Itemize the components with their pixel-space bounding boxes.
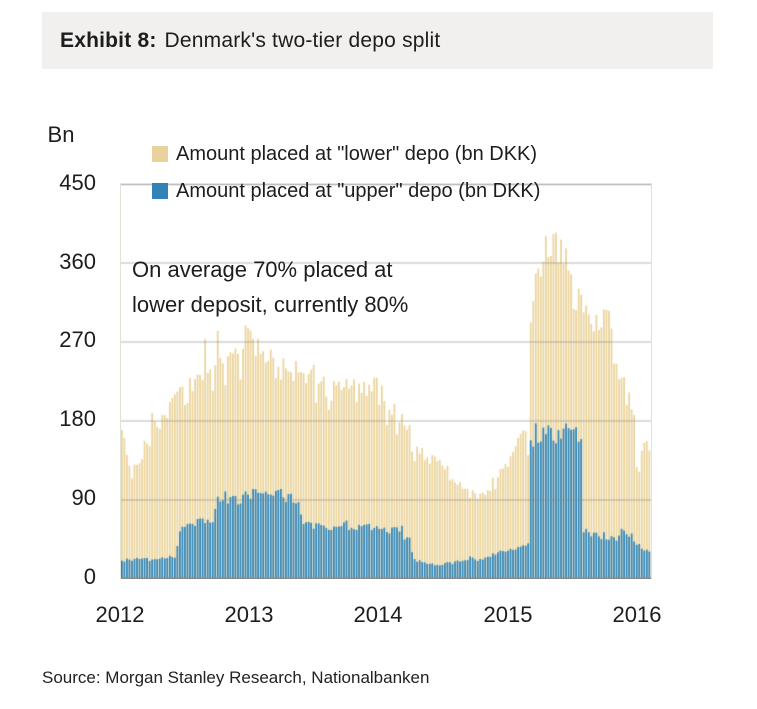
legend-item-lower: Amount placed at "lower" depo (bn DKK) (152, 143, 537, 165)
x-axis-tick: 2015 (483, 602, 533, 627)
x-axis-tick: 2016 (612, 602, 662, 627)
legend-label-lower: Amount placed at "lower" depo (bn DKK) (176, 142, 538, 165)
legend-swatch-lower-icon (152, 146, 168, 162)
y-axis-tick: 360 (59, 249, 96, 274)
y-axis-tick: 90 (71, 485, 96, 510)
legend-label-upper: Amount placed at "upper" depo (bn DKK) (176, 179, 541, 202)
page-title: Denmark's two-tier depo split (164, 28, 441, 52)
source-text: Source: Morgan Stanley Research, Nationa… (42, 668, 430, 687)
chart-canvas (120, 183, 652, 579)
y-axis-tick: 180 (59, 406, 96, 431)
annotation-line-1: On average 70% placed at (132, 257, 393, 282)
x-axis-tick: 2013 (224, 602, 274, 627)
y-axis-tick: 450 (59, 170, 96, 195)
x-axis-tick: 2014 (353, 602, 403, 627)
y-axis-unit-label: Bn (47, 122, 75, 147)
exhibit-label: Exhibit 8: (60, 28, 157, 52)
y-axis-tick: 0 (83, 564, 96, 589)
annotation-line-2: lower deposit, currently 80% (132, 292, 409, 317)
legend-swatch-upper-icon (152, 183, 168, 199)
y-axis-tick: 270 (59, 327, 96, 352)
x-axis-tick: 2012 (95, 602, 145, 627)
annotation-text: On average 70% placed at lower deposit, … (132, 252, 408, 322)
title-bar: Exhibit 8: Denmark's two-tier depo split (42, 12, 713, 69)
legend-item-upper: Amount placed at "upper" depo (bn DKK) (152, 180, 540, 202)
